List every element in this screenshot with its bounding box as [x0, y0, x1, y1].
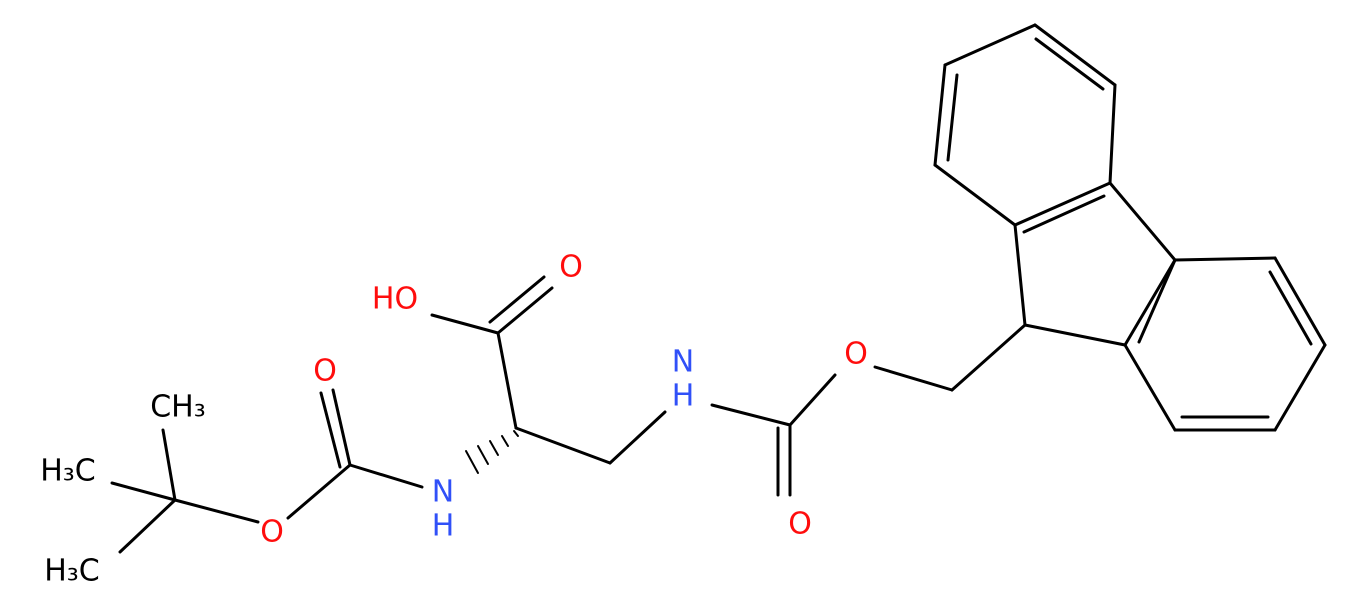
bond [710, 403, 792, 427]
bond [1137, 258, 1177, 344]
bond [933, 163, 1017, 227]
bond [118, 498, 177, 554]
bond [943, 23, 1037, 67]
atom-label: N [672, 345, 694, 380]
bond [1123, 343, 1177, 432]
atom-label: H [672, 379, 695, 414]
atom-label: H [432, 509, 455, 544]
atom-labels: HO O O N H O CH₃ H₃C H₃C N H O O [40, 250, 868, 589]
bond [946, 73, 959, 162]
bond [788, 373, 837, 427]
bond [1013, 181, 1112, 227]
bond [496, 286, 554, 335]
bond [608, 410, 667, 465]
atom-label: H₃C [40, 454, 96, 489]
atom-label: N [432, 475, 454, 510]
bond [161, 428, 177, 502]
bond [1034, 37, 1105, 91]
atom-label: O [788, 507, 812, 542]
bond [1108, 181, 1177, 262]
bond [488, 275, 546, 324]
atom-label: O [844, 337, 868, 372]
bond [1273, 256, 1327, 347]
bond [286, 463, 352, 520]
bond [430, 313, 500, 335]
bond [514, 426, 612, 465]
bond [1173, 256, 1277, 262]
atom-label: O [260, 515, 284, 550]
bond [1022, 194, 1106, 234]
atom-label: HO [372, 282, 418, 317]
bond [1108, 83, 1117, 185]
atom-label: H₃C [44, 554, 100, 589]
bond [1273, 343, 1327, 432]
bond [348, 463, 424, 489]
bond [496, 331, 518, 430]
bond [1268, 270, 1313, 346]
bond [110, 481, 177, 502]
atom-label: O [559, 250, 583, 285]
bond [331, 388, 352, 467]
atom-label: O [313, 354, 337, 389]
bond [173, 498, 260, 524]
hash-wedge [465, 430, 519, 474]
bond [1033, 23, 1117, 87]
bonds [110, 23, 1327, 554]
bond [950, 323, 1027, 392]
atom-label: CH₃ [150, 390, 206, 425]
bond [319, 391, 342, 469]
bond [1023, 323, 1127, 347]
bond [873, 365, 954, 392]
bond [1013, 223, 1027, 327]
bond [933, 63, 947, 167]
bond [1123, 258, 1177, 347]
